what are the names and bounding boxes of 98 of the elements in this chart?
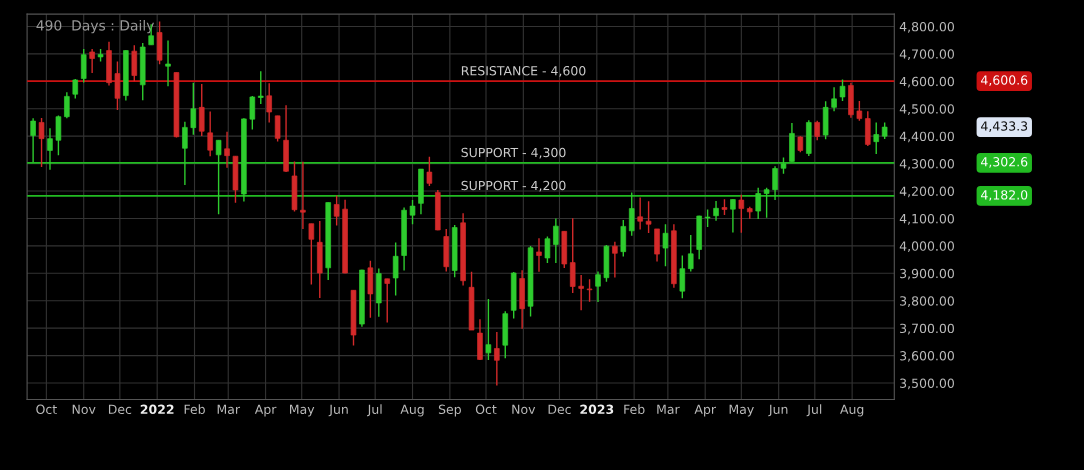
x-tick-label: Oct — [475, 404, 497, 415]
candlestick — [687, 234, 694, 273]
candlestick — [38, 117, 45, 168]
x-tick-label: 2023 — [580, 404, 614, 415]
x-tick-label: Jul — [806, 404, 822, 417]
candlestick — [831, 86, 837, 112]
candlestick — [258, 70, 264, 105]
candlestick — [569, 217, 576, 294]
x-tick-label: Jun — [768, 404, 788, 417]
x-tick-label: Aug — [840, 404, 864, 417]
candlestick — [553, 217, 559, 264]
y-tick-label: 3,600.00 — [900, 351, 954, 362]
ref-line-label: SUPPORT - 4,200 — [461, 180, 566, 192]
y-tick-label: 4,400.00 — [899, 131, 954, 143]
candlestick — [207, 110, 213, 157]
y-tick-label: 4,700.00 — [899, 49, 954, 61]
x-tick-label: Mar — [657, 404, 680, 415]
candlestick — [494, 331, 500, 387]
candlestick — [839, 78, 846, 102]
candlestick — [772, 165, 778, 201]
x-tick-label: May — [290, 404, 315, 417]
candlestick — [198, 83, 205, 137]
candlestick — [713, 200, 719, 222]
y-tick-label: 3,800.00 — [900, 296, 954, 307]
x-tick-label: Dec — [108, 404, 132, 415]
candlestick — [215, 139, 222, 216]
x-tick-label: Aug — [400, 404, 424, 417]
candlestick — [755, 187, 761, 220]
candlestick — [224, 131, 230, 169]
y-tick-label: 3,900.00 — [900, 268, 954, 280]
candlestick — [64, 91, 70, 120]
ref-line-label: RESISTANCE - 4,600 — [461, 65, 586, 77]
candlestick — [730, 198, 736, 234]
candlestick — [628, 191, 635, 237]
x-tick-label: Apr — [254, 404, 277, 417]
y-tick-label: 3,700.00 — [900, 323, 954, 335]
candlestick — [89, 48, 95, 74]
candlestick — [55, 114, 62, 157]
x-tick-label: Jul — [367, 404, 382, 417]
y-tick-label: 4,000.00 — [899, 241, 954, 253]
candlestick — [612, 241, 618, 279]
candlestick — [384, 278, 390, 324]
candlestick — [873, 121, 879, 155]
y-tick-label: 4,800.00 — [899, 21, 954, 33]
candlestick — [578, 274, 584, 312]
x-tick-label: May — [729, 404, 754, 417]
candlestick — [80, 48, 87, 84]
candlestick — [814, 120, 820, 141]
candlestick — [47, 127, 53, 171]
x-tick-label: Feb — [624, 404, 645, 415]
candlestick — [392, 241, 399, 297]
x-tick-label: Apr — [694, 404, 717, 417]
y-tick-label: 4,100.00 — [899, 213, 954, 225]
candlestick — [72, 78, 79, 100]
text: 4,302.6 — [981, 157, 1028, 168]
candlestick — [645, 200, 652, 234]
candlestick — [409, 199, 416, 225]
candlestick — [738, 194, 745, 234]
candlestick — [544, 235, 551, 264]
candlestick — [308, 222, 315, 286]
x-tick-label: 2022 — [140, 404, 174, 415]
candlestick — [763, 187, 770, 219]
y-tick-label: 4,600.00 — [899, 76, 954, 88]
x-tick-label: Dec — [548, 404, 571, 415]
y-tick-label: 4,300.00 — [899, 159, 954, 170]
x-tick-label: Nov — [72, 404, 96, 415]
x-tick-label: Sep — [438, 404, 461, 417]
candlestick — [300, 160, 306, 230]
x-tick-label: Jun — [328, 404, 348, 417]
candlestick — [182, 120, 188, 186]
candlestick — [485, 298, 492, 361]
candlestick — [679, 254, 686, 299]
x-tick-label: Nov — [512, 404, 536, 415]
candlestick — [30, 117, 36, 163]
candlestick — [856, 100, 863, 122]
y-tick-label: 4,500.00 — [899, 104, 954, 115]
candlestick — [190, 81, 197, 136]
text: 4,182.0 — [981, 190, 1028, 201]
candlestick — [165, 39, 171, 87]
x-tick-label: Mar — [217, 404, 241, 415]
x-tick-label: Feb — [184, 404, 205, 415]
candlestick — [586, 278, 593, 303]
candlestick — [637, 196, 643, 231]
candlestick — [595, 270, 601, 303]
y-tick-label: 4,200.00 — [899, 186, 954, 198]
candlestick — [536, 237, 542, 273]
text: 4,600.6 — [981, 75, 1028, 87]
candlestick — [333, 194, 340, 227]
candlestick — [662, 223, 669, 267]
candlestick — [266, 82, 272, 124]
y-tick-label: 3,500.00 — [900, 378, 954, 390]
candlestick — [274, 115, 281, 143]
annotation: 490 Days : Daily — [36, 19, 155, 34]
candlestick — [426, 156, 433, 187]
text: 4,433.3 — [981, 121, 1028, 133]
x-tick-label: Oct — [36, 404, 57, 415]
candlestick — [249, 95, 256, 131]
ref-line-label: SUPPORT - 4,300 — [461, 147, 566, 159]
